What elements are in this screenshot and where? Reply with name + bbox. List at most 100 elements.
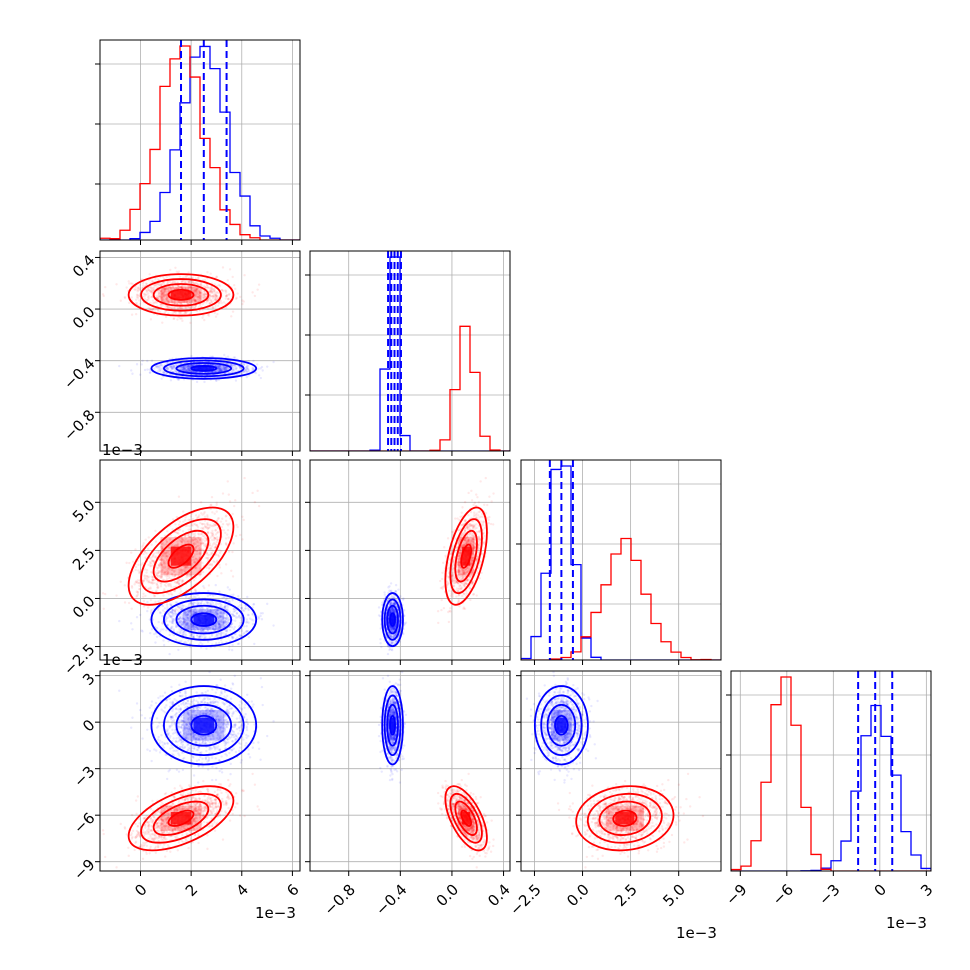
scatter-point — [179, 622, 182, 625]
scatter-point — [194, 294, 197, 297]
scatter-point — [157, 552, 160, 555]
scatter-point — [171, 608, 174, 612]
scatter-point — [219, 611, 222, 615]
scatter-point — [170, 281, 174, 285]
scatter-point — [149, 581, 152, 584]
scatter-point — [226, 599, 230, 603]
scatter-point — [214, 294, 218, 297]
scatter-point — [195, 288, 198, 291]
scatter-point — [237, 605, 240, 608]
scatter-point — [195, 288, 199, 292]
scatter-point — [181, 319, 184, 323]
scatter-point — [200, 602, 203, 605]
scatter-point — [184, 311, 188, 315]
scatter-point — [192, 595, 195, 598]
scatter-point — [174, 363, 177, 367]
scatter-point — [188, 634, 192, 637]
scatter-point — [147, 294, 150, 298]
scatter-point — [201, 302, 204, 306]
scatter-point — [205, 601, 208, 604]
scatter-point — [169, 365, 172, 369]
scatter-point — [242, 518, 245, 522]
scatter-point — [214, 625, 217, 628]
scatter-point — [234, 367, 238, 370]
scatter-point — [184, 634, 188, 637]
scatter-point — [198, 608, 202, 611]
scatter-point — [193, 538, 196, 542]
scatter-point — [197, 283, 201, 287]
scatter-point — [191, 610, 195, 614]
scatter-point — [177, 285, 181, 288]
scatter-point — [201, 628, 205, 631]
scatter-point — [142, 605, 146, 608]
scatter-point — [172, 618, 175, 621]
scatter-point — [234, 367, 238, 371]
scatter-point — [203, 293, 207, 296]
scatter-point — [176, 543, 179, 546]
scatter-point — [118, 364, 121, 368]
scatter-point — [196, 593, 199, 597]
scatter-point — [244, 369, 248, 372]
scatter-point — [191, 603, 195, 606]
scatter-point — [202, 629, 205, 632]
scatter-point — [184, 611, 187, 614]
scatter-point — [215, 510, 218, 513]
scatter-point — [194, 608, 197, 611]
scatter-point — [216, 364, 219, 368]
scatter-point — [208, 626, 211, 630]
scatter-point — [238, 635, 242, 638]
scatter-point — [203, 515, 207, 518]
scatter-point — [231, 599, 234, 602]
scatter-point — [191, 602, 195, 606]
scatter-point — [196, 295, 200, 299]
scatter-point — [186, 540, 190, 543]
scatter-point — [216, 612, 219, 616]
scatter-point — [245, 630, 248, 633]
scatter-point — [178, 367, 182, 370]
scatter-point — [252, 602, 256, 606]
scatter-point — [155, 589, 158, 592]
scatter-point — [189, 615, 192, 618]
scatter-point — [155, 294, 158, 298]
scatter-point — [161, 609, 165, 612]
scatter-point — [240, 607, 243, 610]
scatter-point — [211, 549, 215, 552]
scatter-point — [183, 300, 186, 303]
scatter-point — [203, 628, 206, 631]
scatter-point — [178, 520, 182, 523]
scatter-point — [231, 310, 235, 313]
scatter-point — [191, 305, 195, 308]
scatter-point — [181, 621, 184, 624]
histogram-series-1 — [100, 45, 300, 240]
scatter-point — [172, 619, 175, 623]
scatter-point — [184, 613, 187, 617]
scatter-point — [217, 367, 220, 370]
scatter-point — [202, 634, 205, 637]
scatter-point — [187, 603, 191, 607]
scatter-point — [192, 636, 195, 639]
scatter-point — [138, 587, 141, 591]
scatter-point — [183, 612, 186, 615]
scatter-point — [165, 298, 169, 302]
scatter-point — [215, 379, 218, 382]
scatter-point — [165, 296, 169, 300]
scatter-point — [245, 370, 248, 374]
scatter-point — [259, 614, 262, 618]
scatter-point — [160, 283, 163, 286]
scatter-point — [187, 271, 190, 274]
scatter-point — [171, 366, 174, 369]
scatter-point — [163, 288, 167, 291]
scatter-point — [162, 294, 166, 298]
scatter-point — [234, 633, 237, 636]
scatter-point — [201, 542, 204, 545]
scatter-point — [136, 289, 139, 293]
scatter-point — [155, 301, 159, 304]
scatter-point — [236, 642, 240, 646]
scatter-point — [162, 299, 165, 303]
scatter-point — [215, 295, 219, 298]
scatter-point — [172, 634, 176, 637]
scatter-point — [182, 365, 185, 369]
scatter-point — [184, 623, 188, 626]
scatter-point — [161, 288, 164, 292]
scatter-point — [167, 583, 170, 586]
